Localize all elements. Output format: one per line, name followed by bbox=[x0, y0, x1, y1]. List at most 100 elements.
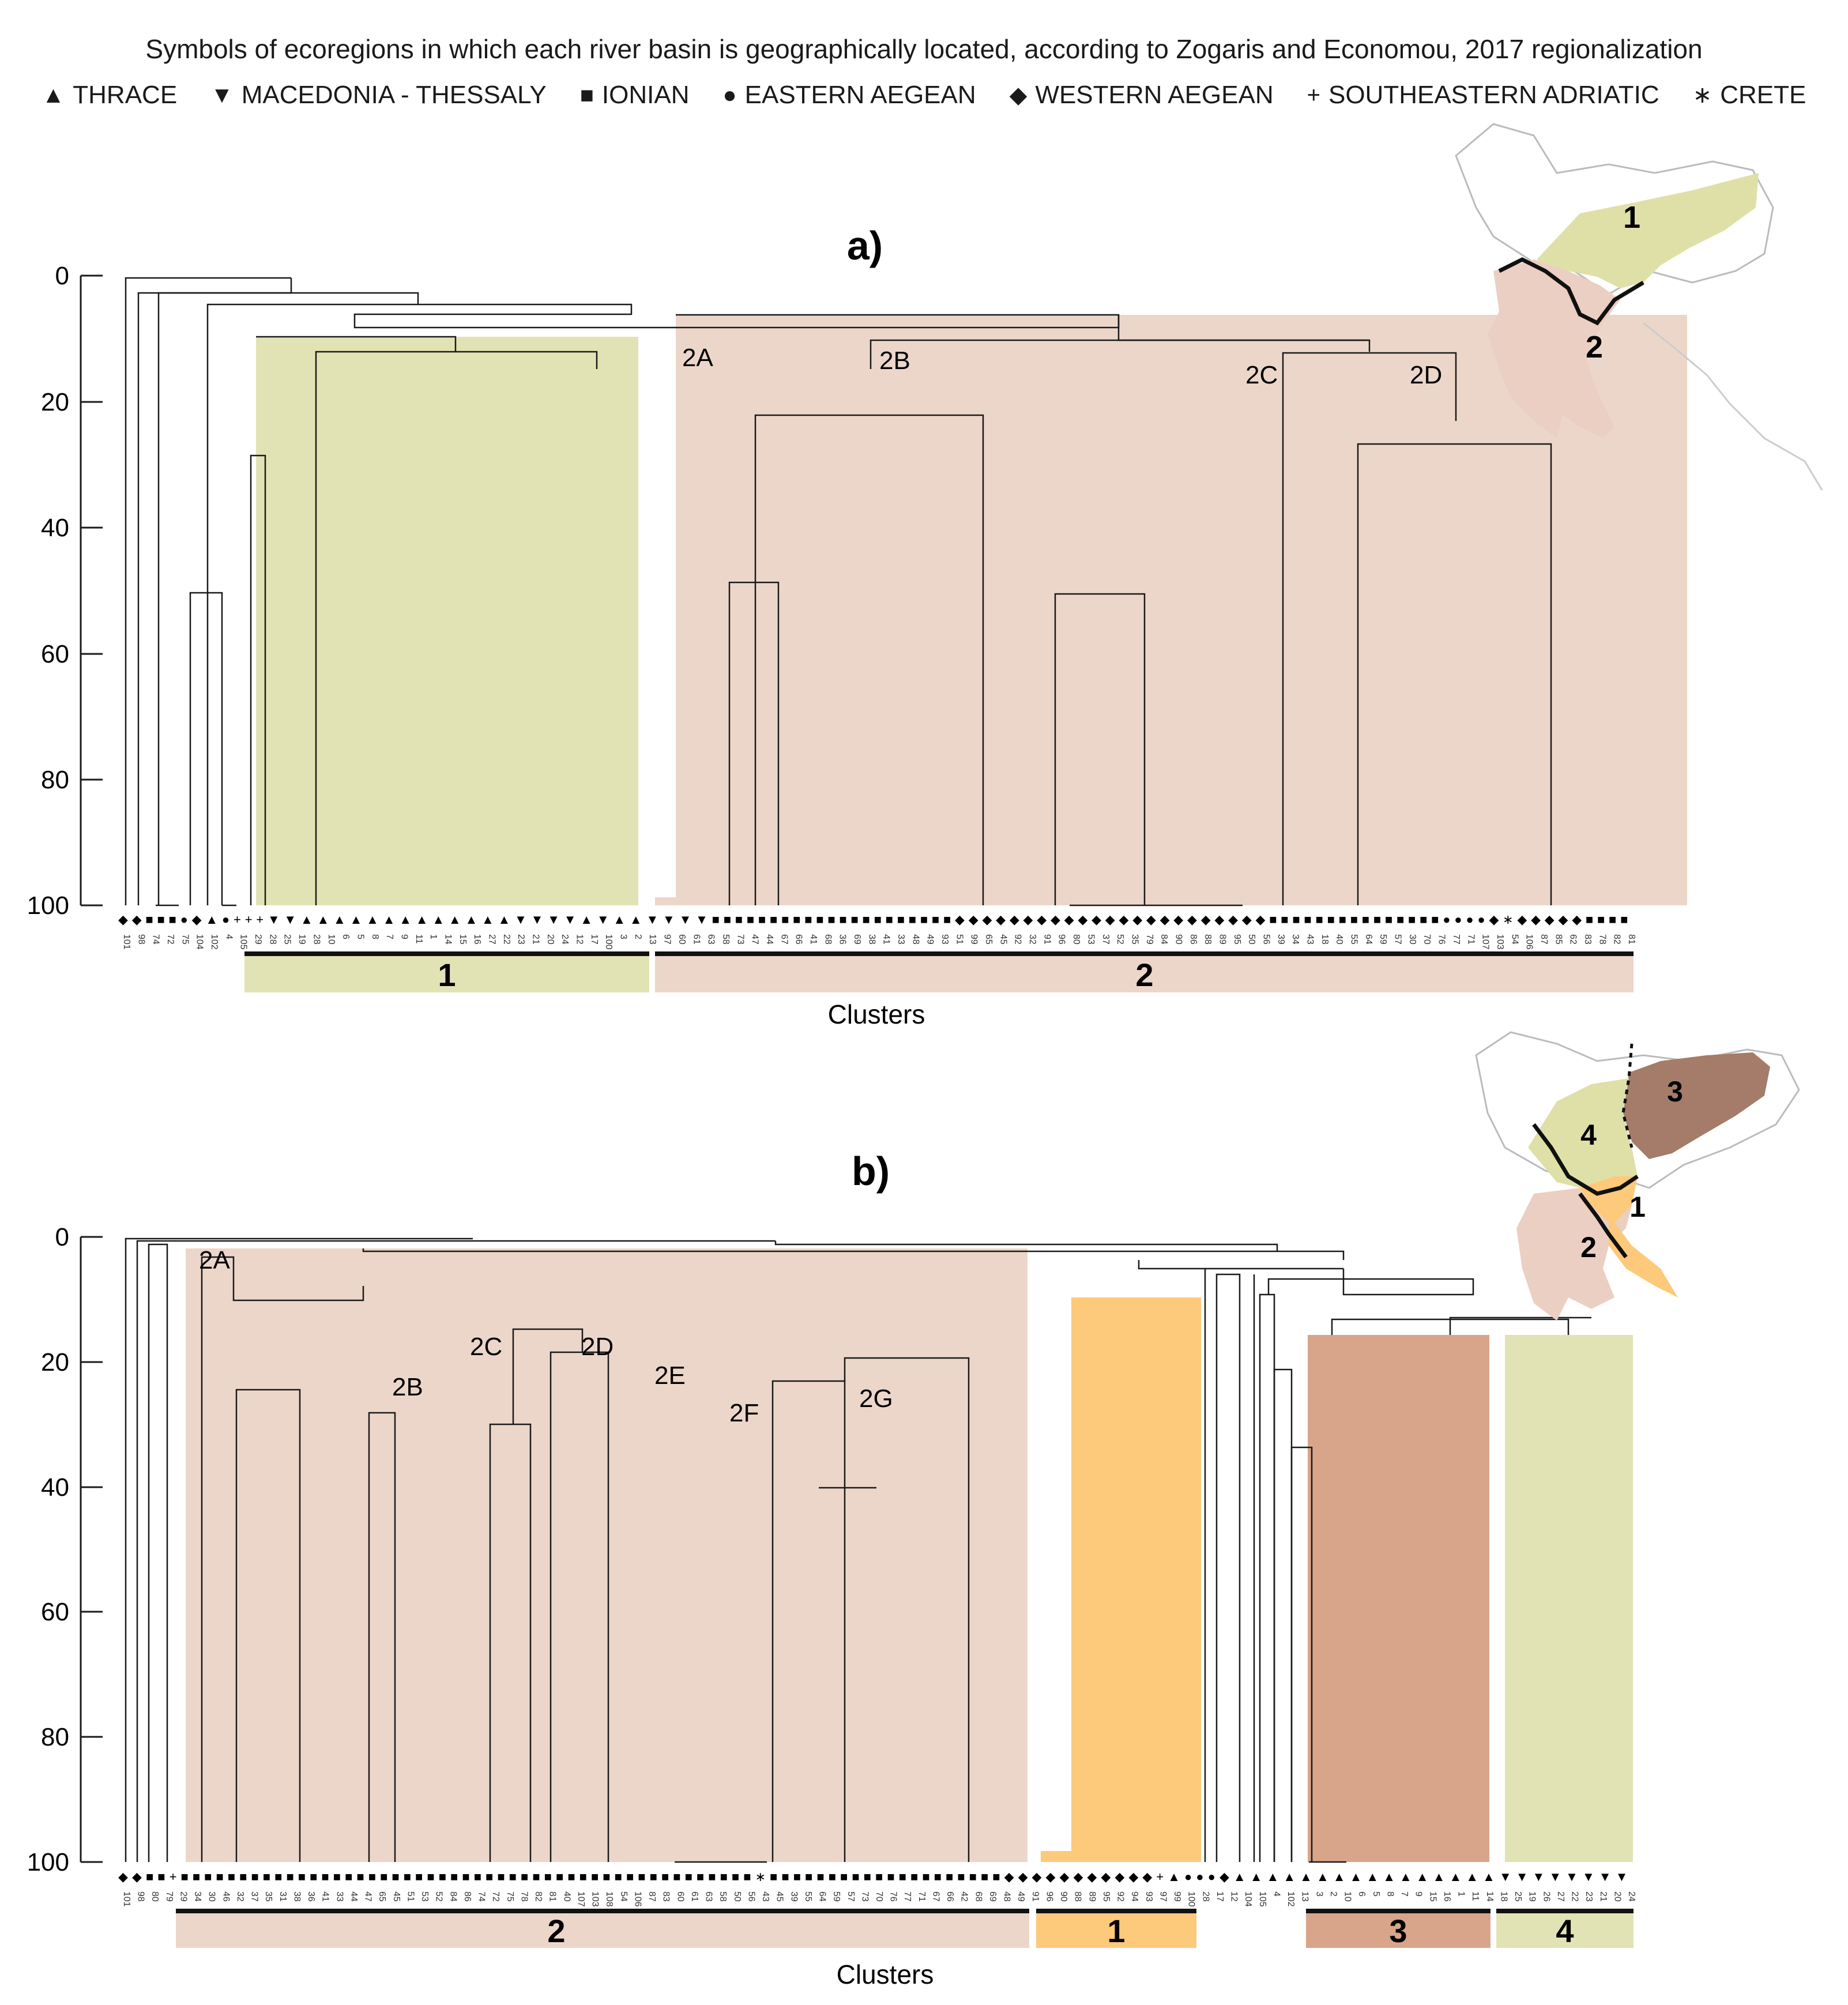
leaf-id-label: 24 bbox=[560, 934, 570, 945]
subcluster-label-2C: 2C bbox=[1245, 361, 1278, 389]
leaf-id-label: 21 bbox=[1598, 1891, 1608, 1902]
leaf-id-label: 57 bbox=[846, 1891, 856, 1902]
leaf-id-label: 83 bbox=[661, 1891, 671, 1902]
cluster-3-shading-b bbox=[1308, 1335, 1489, 1862]
leaf-id-label: 106 bbox=[1525, 934, 1534, 950]
leaf-id-label: 20 bbox=[545, 934, 555, 945]
leaf-id-label: 88 bbox=[1203, 934, 1213, 945]
leaf-id-label: 100 bbox=[1187, 1891, 1196, 1907]
leaf-id-label: 24 bbox=[1627, 1891, 1636, 1902]
panel-label-a: a) bbox=[847, 223, 883, 268]
cluster-2-bar bbox=[655, 956, 1634, 992]
leaf-id-label: 96 bbox=[1057, 934, 1067, 945]
leaf-id-label: 75 bbox=[505, 1891, 515, 1902]
legend-label: WESTERN AEGEAN bbox=[1035, 81, 1274, 109]
leaf-id-label: 42 bbox=[959, 1891, 969, 1902]
leaf-id-label: 97 bbox=[1158, 1891, 1168, 1902]
legend-label: SOUTHEASTERN ADRIATIC bbox=[1328, 81, 1659, 109]
cluster-1-bar-b bbox=[1036, 1913, 1196, 1948]
map-region-label-1: 1 bbox=[1629, 1191, 1646, 1223]
leaf-id-label: 12 bbox=[575, 934, 585, 945]
leaf-id-label: 40 bbox=[562, 1891, 571, 1902]
legend-title: Symbols of ecoregions in which each rive… bbox=[145, 34, 1703, 64]
leaf-id-label: 65 bbox=[984, 934, 993, 945]
cluster-2-shading bbox=[676, 315, 1687, 905]
leaf-id-label: 31 bbox=[278, 1891, 288, 1902]
leaf-id-label: 20 bbox=[1612, 1891, 1622, 1902]
legend-item-thrace: ▲ THRACE bbox=[42, 81, 178, 110]
leaf-id-label: 53 bbox=[420, 1891, 430, 1902]
leaf-id-label: 59 bbox=[1378, 934, 1388, 945]
leaf-id-label: 104 bbox=[1243, 1891, 1253, 1907]
leaf-id-label: 10 bbox=[326, 934, 336, 945]
leaf-id-label: 16 bbox=[472, 934, 482, 945]
cluster-4-bar-line-b bbox=[1496, 1909, 1634, 1913]
leaf-id-label: 63 bbox=[706, 934, 716, 945]
subcluster-label-2A: 2A bbox=[199, 1246, 230, 1274]
leaf-id-label: 70 bbox=[1422, 934, 1432, 945]
leaf-id-label: 45 bbox=[998, 934, 1008, 945]
dendrogram-links-b bbox=[125, 1237, 1591, 1863]
leaf-id-label: 69 bbox=[988, 1891, 998, 1902]
cluster-2-links-b bbox=[201, 1256, 970, 1863]
leaf-id-label: 52 bbox=[1115, 934, 1125, 945]
leaf-id-label: 66 bbox=[794, 934, 804, 945]
y-tick-label: 100 bbox=[27, 1848, 69, 1876]
panel-a-dendrogram: a) 0 20 40 60 80 100 bbox=[27, 123, 1823, 1029]
leaf-id-label: 79 bbox=[164, 1891, 174, 1902]
map-region-label-2: 2 bbox=[1586, 330, 1603, 364]
leaf-id-label: 28 bbox=[311, 934, 321, 945]
legend-label: EASTERN AEGEAN bbox=[744, 81, 976, 109]
leaf-id-label: 67 bbox=[779, 934, 789, 945]
leaf-id-label: 7 bbox=[1399, 1891, 1409, 1897]
legend-item-ionian: ■ IONIAN bbox=[580, 81, 690, 110]
cluster-3-bar-label-b: 3 bbox=[1389, 1913, 1407, 1949]
leaf-id-label: 39 bbox=[1276, 934, 1286, 945]
leaf-id-label: 95 bbox=[1101, 1891, 1111, 1902]
y-axis-b bbox=[80, 1236, 103, 1863]
leaf-id-label: 28 bbox=[1200, 1891, 1210, 1902]
cluster-3-bar-line-b bbox=[1306, 1909, 1491, 1913]
leaf-id-label: 63 bbox=[704, 1891, 714, 1902]
leaf-id-label: 105 bbox=[239, 934, 249, 950]
square-icon: ■ bbox=[579, 82, 594, 108]
leaf-id-label: 71 bbox=[1466, 934, 1476, 945]
leaf-id-label: 89 bbox=[1087, 1891, 1097, 1902]
leaf-id-label: 27 bbox=[487, 934, 496, 945]
leaf-id-label: 26 bbox=[1541, 1891, 1551, 1902]
leaf-id-label: 34 bbox=[1290, 934, 1300, 945]
leaf-id-label: 74 bbox=[151, 934, 161, 945]
cluster-1-bar-label: 1 bbox=[438, 957, 456, 993]
triangle-down-icon: ▼ bbox=[210, 82, 234, 108]
leaf-id-label: 78 bbox=[519, 1891, 529, 1902]
leaf-id-label: 87 bbox=[1539, 934, 1549, 945]
leaf-id-label: 34 bbox=[193, 1891, 202, 1902]
leaf-id-label: 41 bbox=[808, 934, 818, 945]
leaf-id-label: 3 bbox=[1314, 1891, 1324, 1897]
leaf-id-label: 23 bbox=[1584, 1891, 1594, 1902]
leaf-id-label: 2 bbox=[1328, 1891, 1338, 1897]
leaf-id-label: 64 bbox=[818, 1891, 827, 1902]
x-axis-label-a: Clusters bbox=[828, 999, 925, 1029]
leaf-id-label: 107 bbox=[1481, 934, 1491, 950]
y-tick-labels-b: 0 20 40 60 80 100 bbox=[27, 1223, 69, 1876]
subcluster-labels-a: 2A 2B 2C 2D bbox=[682, 344, 1442, 389]
leaf-id-label: 18 bbox=[1499, 1891, 1508, 1902]
leaf-id-label: 97 bbox=[663, 934, 672, 945]
x-axis-label-b: Clusters bbox=[837, 1959, 934, 1989]
leaf-id-label: 41 bbox=[882, 934, 891, 945]
leaf-id-label: 86 bbox=[462, 1891, 472, 1902]
leaf-id-label: 84 bbox=[1159, 934, 1169, 945]
leaf-id-label: 94 bbox=[1130, 1891, 1139, 1902]
cluster-2-bar-line-b bbox=[176, 1909, 1029, 1913]
legend-item-macedonia-thessaly: ▼ MACEDONIA - THESSALY bbox=[210, 81, 547, 110]
legend-label: THRACE bbox=[73, 81, 178, 109]
leaf-id-label: 100 bbox=[604, 934, 614, 950]
y-tick-label: 40 bbox=[41, 1473, 69, 1502]
leaf-id-label: 55 bbox=[1349, 934, 1359, 945]
leaf-id-label: 45 bbox=[392, 1891, 401, 1902]
asterisk-icon: ∗ bbox=[1692, 82, 1712, 108]
leaf-symbols-b: ◆◆■■+■■■■■■■■■■■■■■■■■■■■■■■■■■■■■■■■■■■… bbox=[118, 1869, 1629, 1884]
leaf-id-label: 13 bbox=[648, 934, 657, 945]
leaf-id-label: 22 bbox=[502, 934, 511, 945]
